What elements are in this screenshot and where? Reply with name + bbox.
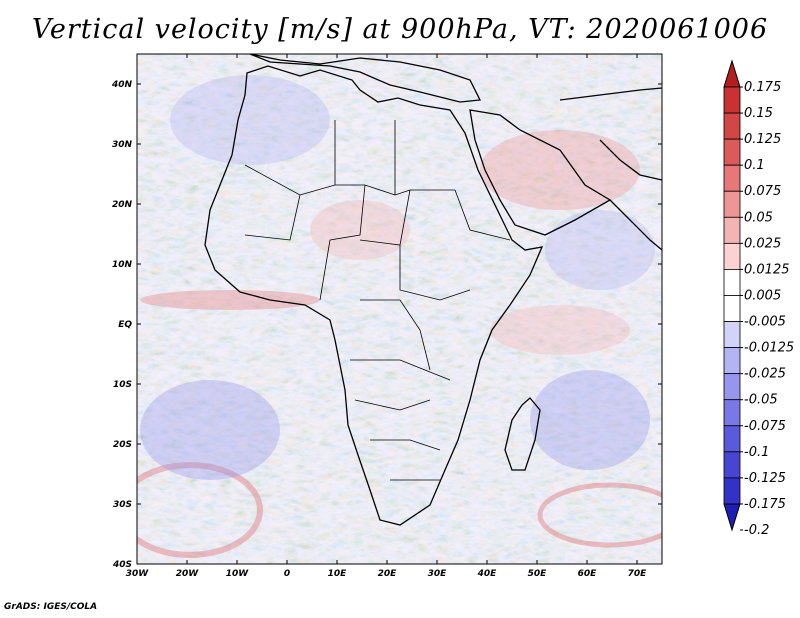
colorbar-label: 0.005: [744, 288, 781, 303]
colorbar-label: 0.025: [744, 236, 781, 251]
lon-tick-label: 20W: [176, 569, 200, 579]
colorbar-label: 0.0125: [744, 262, 790, 277]
lon-tick-label: 0: [284, 569, 290, 579]
colorbar-swatch: [723, 347, 741, 375]
lon-tick-label: 10E: [328, 569, 348, 579]
colorbar-top-arrow: [723, 59, 741, 88]
colorbar-swatch: [723, 138, 741, 166]
colorbar-label: -0.0125: [744, 341, 794, 356]
colorbar-label: 0.125: [744, 132, 781, 147]
colorbar-swatch: [723, 295, 741, 322]
colorbar-label: 0.075: [744, 184, 781, 199]
colorbar-swatch: [723, 373, 741, 401]
colorbar-label: -0.125: [744, 471, 786, 486]
colorbar-swatch: [723, 425, 741, 453]
plot-frame: [136, 53, 663, 565]
colorbar-bottom-arrow: [723, 503, 741, 532]
colorbar-swatch: [723, 190, 741, 218]
asia-coastline: [559, 87, 662, 251]
lat-tick-label: 30N: [112, 140, 133, 150]
colorbar-swatch: [723, 477, 741, 505]
colorbar-swatch: [723, 164, 741, 192]
map-title: Vertical velocity [m/s] at 900hPa, VT: 2…: [31, 14, 769, 45]
africa-coastline: [204, 65, 544, 526]
colorbar-label: 0.05: [744, 210, 773, 225]
colorbar-swatch: [723, 451, 741, 479]
colorbar-swatch: [723, 399, 741, 427]
arabia-coastline: [469, 109, 612, 236]
colorbar: 0.175 0.15 0.125 0.1 0.075 0.05 0.025 0.0125 0.0…: [723, 59, 794, 538]
lat-tick-label: 40S: [112, 560, 132, 570]
lon-tick-label: 30W: [126, 569, 150, 579]
lon-tick-label: 60E: [578, 569, 598, 579]
lat-tick-label: 40N: [111, 80, 133, 90]
colorbar-label: -0.025: [744, 367, 786, 382]
country-borders: [244, 120, 511, 481]
velocity-field: [137, 54, 662, 564]
axis-ticks: 30W 20W 10W 0 10E 20E 30E 40E 50E 60E 70E 40S 30S 20S…: [111, 54, 662, 579]
colorbar-label: -0.1: [744, 445, 769, 460]
lon-tick-label: 50E: [528, 569, 548, 579]
colorbar-label: -0.075: [744, 419, 786, 434]
colorbar-label: -0.05: [744, 393, 778, 408]
colorbar-swatch: [723, 112, 741, 140]
lon-tick-label: 30E: [428, 569, 448, 579]
lat-tick-label: EQ: [118, 320, 132, 330]
europe-coastline: [249, 54, 482, 103]
colorbar-label: -0.005: [744, 315, 786, 330]
lat-tick-label: 20S: [113, 440, 132, 450]
lat-tick-label: 30S: [113, 500, 132, 510]
colorbar-label: -0.175: [744, 497, 786, 512]
colorbar-swatch: [723, 86, 741, 114]
colorbar-swatch: [723, 216, 741, 244]
lat-tick-label: 10S: [113, 380, 132, 390]
colorbar-label: 0.175: [744, 80, 781, 95]
colorbar-label: 0.15: [744, 106, 773, 121]
lon-tick-label: 40E: [477, 569, 498, 579]
lat-tick-label: 10N: [112, 260, 133, 270]
lon-tick-label: 70E: [628, 569, 648, 579]
colorbar-label: 0.1: [744, 158, 765, 173]
madagascar-coastline: [504, 397, 541, 471]
colorbar-swatch: [723, 269, 741, 296]
colorbar-swatch: [723, 321, 741, 348]
lon-tick-label: 20E: [378, 569, 398, 579]
colorbar-swatch: [723, 242, 741, 270]
lat-tick-label: 20N: [112, 200, 133, 210]
colorbar-label: -0.2: [744, 523, 769, 538]
lon-tick-label: 10W: [226, 569, 250, 579]
grads-credit: GrADS: IGES/COLA: [4, 602, 98, 612]
coastlines: [204, 54, 662, 526]
